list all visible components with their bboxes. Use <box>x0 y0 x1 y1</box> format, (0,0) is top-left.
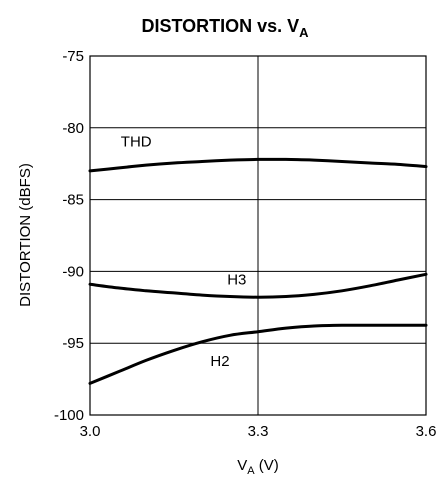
series-lines <box>88 157 428 385</box>
y-tick-labels: -75 -80 -85 -90 -95 -100 <box>54 48 84 424</box>
chart-title-subscript: A <box>299 25 309 40</box>
series-label-h3: H3 <box>227 271 246 288</box>
y-tick-label: -100 <box>54 407 84 424</box>
x-axis-label-subscript: A <box>247 465 255 477</box>
x-axis-label: VA (V) <box>237 457 279 477</box>
y-tick-label: -85 <box>62 192 84 209</box>
series-line-thd <box>88 157 428 173</box>
plot-frame <box>89 55 427 416</box>
series-line-h2 <box>88 323 428 385</box>
y-axis-label: DISTORTION (dBFS) <box>17 163 34 307</box>
series-line-h3 <box>88 272 428 299</box>
x-tick-label: 3.3 <box>248 423 269 440</box>
series-label-h2: H2 <box>210 353 229 370</box>
series-label-thd: THD <box>121 133 152 150</box>
y-tick-label: -95 <box>62 335 84 352</box>
x-tick-label: 3.6 <box>416 423 437 440</box>
y-tick-label: -90 <box>62 263 84 280</box>
x-axis-label-unit: (V) <box>255 457 279 474</box>
series-labels: THD H3 H2 <box>121 133 247 370</box>
x-tick-label: 3.0 <box>80 423 101 440</box>
y-tick-label: -75 <box>62 48 84 65</box>
y-tick-label: -80 <box>62 120 84 137</box>
grid <box>90 56 426 415</box>
x-tick-labels: 3.0 3.3 3.6 <box>80 423 437 440</box>
chart-title: DISTORTION vs. VA <box>141 16 309 40</box>
